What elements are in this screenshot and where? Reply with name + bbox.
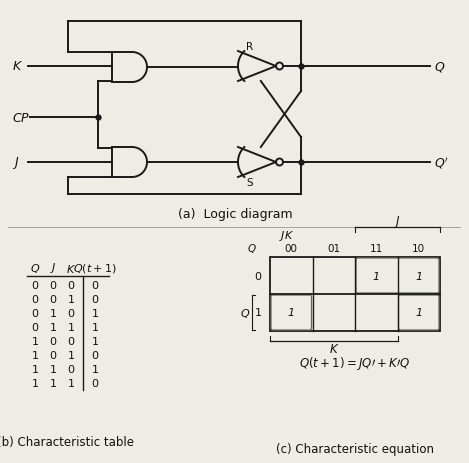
Text: 10: 10 — [412, 244, 425, 253]
Text: (a)  Logic diagram: (a) Logic diagram — [178, 208, 292, 221]
Text: 11: 11 — [370, 244, 383, 253]
Text: 1: 1 — [415, 308, 422, 318]
Text: 0: 0 — [31, 294, 38, 305]
Text: $K$: $K$ — [12, 60, 23, 73]
Text: 1: 1 — [31, 350, 38, 360]
Text: 0: 0 — [91, 294, 98, 305]
Text: 0: 0 — [91, 378, 98, 388]
Text: 1: 1 — [31, 337, 38, 346]
Text: $Q'$: $Q'$ — [434, 155, 449, 170]
Text: 0: 0 — [50, 294, 56, 305]
Text: 0: 0 — [50, 350, 56, 360]
Text: 0: 0 — [255, 271, 262, 281]
Text: 1: 1 — [287, 308, 295, 318]
Text: 0: 0 — [68, 337, 75, 346]
Text: $Q$: $Q$ — [30, 262, 40, 275]
Text: 0: 0 — [91, 281, 98, 290]
Text: 1: 1 — [415, 271, 422, 281]
Text: 1: 1 — [50, 378, 56, 388]
Text: 1: 1 — [31, 378, 38, 388]
Text: 1: 1 — [50, 308, 56, 319]
Text: 1: 1 — [68, 350, 75, 360]
Text: 1: 1 — [50, 322, 56, 332]
Text: $J$: $J$ — [50, 260, 56, 275]
Text: 1: 1 — [91, 322, 98, 332]
Text: $Q(t+1)$: $Q(t+1)$ — [73, 262, 117, 275]
Text: R: R — [246, 42, 253, 52]
Text: 0: 0 — [50, 281, 56, 290]
Text: $J$: $J$ — [394, 213, 401, 230]
Text: 0: 0 — [31, 281, 38, 290]
Text: $JK$: $JK$ — [279, 229, 294, 243]
Text: $CP$: $CP$ — [12, 111, 30, 124]
Text: 1: 1 — [68, 294, 75, 305]
Text: $Q$: $Q$ — [240, 307, 250, 319]
Text: 0: 0 — [31, 322, 38, 332]
Text: $Q(t+1) = JQ\prime + K\prime Q$: $Q(t+1) = JQ\prime + K\prime Q$ — [299, 355, 411, 372]
Text: 1: 1 — [50, 364, 56, 374]
Text: 1: 1 — [91, 337, 98, 346]
Text: $Q$: $Q$ — [247, 242, 257, 255]
Text: 0: 0 — [91, 350, 98, 360]
Text: $K$: $K$ — [66, 263, 76, 275]
Text: $K$: $K$ — [328, 343, 339, 356]
Text: $J$: $J$ — [12, 155, 19, 171]
Text: 0: 0 — [50, 337, 56, 346]
Text: (c) Characteristic equation: (c) Characteristic equation — [276, 443, 434, 456]
Bar — [270, 257, 440, 332]
Text: 1: 1 — [91, 364, 98, 374]
Text: 1: 1 — [255, 308, 262, 318]
Text: 01: 01 — [327, 244, 340, 253]
Text: 1: 1 — [68, 378, 75, 388]
Text: 0: 0 — [68, 281, 75, 290]
Text: 00: 00 — [285, 244, 298, 253]
Text: 0: 0 — [68, 308, 75, 319]
Text: 1: 1 — [91, 308, 98, 319]
Text: 1: 1 — [373, 271, 380, 281]
Text: (b) Characteristic table: (b) Characteristic table — [0, 436, 134, 449]
Text: 1: 1 — [68, 322, 75, 332]
Text: S: S — [246, 178, 253, 188]
Text: 1: 1 — [31, 364, 38, 374]
Text: $Q$: $Q$ — [434, 60, 446, 74]
Text: 0: 0 — [68, 364, 75, 374]
Text: 0: 0 — [31, 308, 38, 319]
